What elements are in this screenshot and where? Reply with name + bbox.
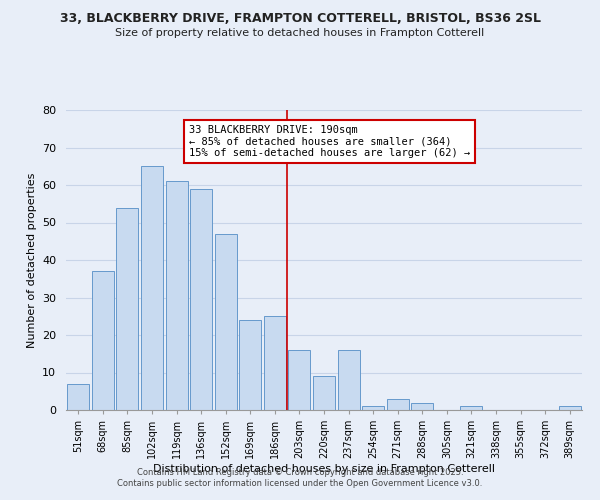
Bar <box>215 234 237 410</box>
Bar <box>116 208 139 410</box>
Bar <box>289 350 310 410</box>
Bar <box>338 350 359 410</box>
Text: 33, BLACKBERRY DRIVE, FRAMPTON COTTERELL, BRISTOL, BS36 2SL: 33, BLACKBERRY DRIVE, FRAMPTON COTTERELL… <box>59 12 541 26</box>
Bar <box>239 320 262 410</box>
Bar <box>313 376 335 410</box>
Bar <box>166 181 188 410</box>
Bar <box>67 384 89 410</box>
Bar <box>141 166 163 410</box>
Text: Contains HM Land Registry data © Crown copyright and database right 2025.
Contai: Contains HM Land Registry data © Crown c… <box>118 468 482 487</box>
Bar <box>264 316 286 410</box>
Bar <box>386 399 409 410</box>
Bar <box>411 402 433 410</box>
Y-axis label: Number of detached properties: Number of detached properties <box>26 172 37 348</box>
Bar <box>190 188 212 410</box>
Bar <box>559 406 581 410</box>
Bar <box>92 271 114 410</box>
Text: Size of property relative to detached houses in Frampton Cotterell: Size of property relative to detached ho… <box>115 28 485 38</box>
X-axis label: Distribution of detached houses by size in Frampton Cotterell: Distribution of detached houses by size … <box>153 464 495 474</box>
Bar <box>460 406 482 410</box>
Bar <box>362 406 384 410</box>
Text: 33 BLACKBERRY DRIVE: 190sqm
← 85% of detached houses are smaller (364)
15% of se: 33 BLACKBERRY DRIVE: 190sqm ← 85% of det… <box>189 125 470 158</box>
